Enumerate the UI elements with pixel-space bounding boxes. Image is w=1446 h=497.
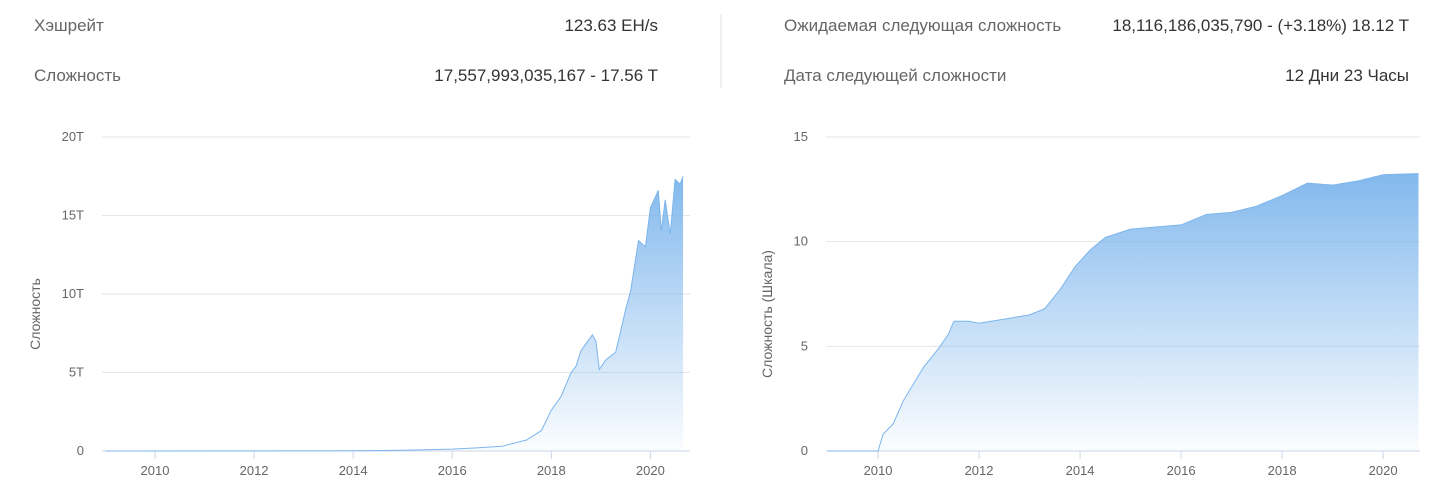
y-tick-label: 10T <box>62 286 84 301</box>
stat-value: 17,557,993,035,167 - 17.56 T <box>434 66 658 85</box>
y-tick-label: 5T <box>69 365 84 380</box>
x-tick-label: 2020 <box>1369 463 1398 478</box>
area-line <box>827 173 1419 452</box>
x-tick-label: 2014 <box>1066 463 1095 478</box>
y-axis-label: Сложность <box>27 278 43 350</box>
y-tick-label: 0 <box>77 443 84 458</box>
stat-label: Сложность <box>34 66 122 85</box>
stat-label: Ожидаемая следующая сложность <box>784 16 1062 35</box>
stat-label: Хэшрейт <box>34 16 104 35</box>
y-tick-label: 0 <box>801 443 808 458</box>
x-tick-label: 2018 <box>537 463 566 478</box>
y-axis-label: Сложность (Шкала) <box>759 250 775 378</box>
stat-value: 123.63 EH/s <box>564 16 658 35</box>
x-tick-label: 2016 <box>1167 463 1196 478</box>
y-tick-label: 10 <box>794 234 808 249</box>
x-tick-label: 2016 <box>438 463 467 478</box>
stat-value: 18,116,186,035,790 - (+3.18%) 18.12 T <box>1112 16 1409 35</box>
x-tick-label: 2012 <box>965 463 994 478</box>
stat-value: 12 Дни 23 Часы <box>1285 66 1409 85</box>
x-tick-label: 2020 <box>636 463 665 478</box>
stat-label: Дата следующей сложности <box>784 66 1007 85</box>
y-tick-label: 20T <box>62 129 84 144</box>
y-tick-label: 5 <box>801 338 808 353</box>
area-fill <box>827 173 1419 451</box>
x-tick-label: 2012 <box>240 463 269 478</box>
y-tick-label: 15 <box>794 129 808 144</box>
area-fill <box>105 176 684 452</box>
x-tick-label: 2018 <box>1268 463 1297 478</box>
x-tick-label: 2014 <box>339 463 368 478</box>
y-tick-label: 15T <box>62 208 84 223</box>
x-tick-label: 2010 <box>864 463 893 478</box>
area-line <box>105 176 684 452</box>
x-tick-label: 2010 <box>141 463 170 478</box>
